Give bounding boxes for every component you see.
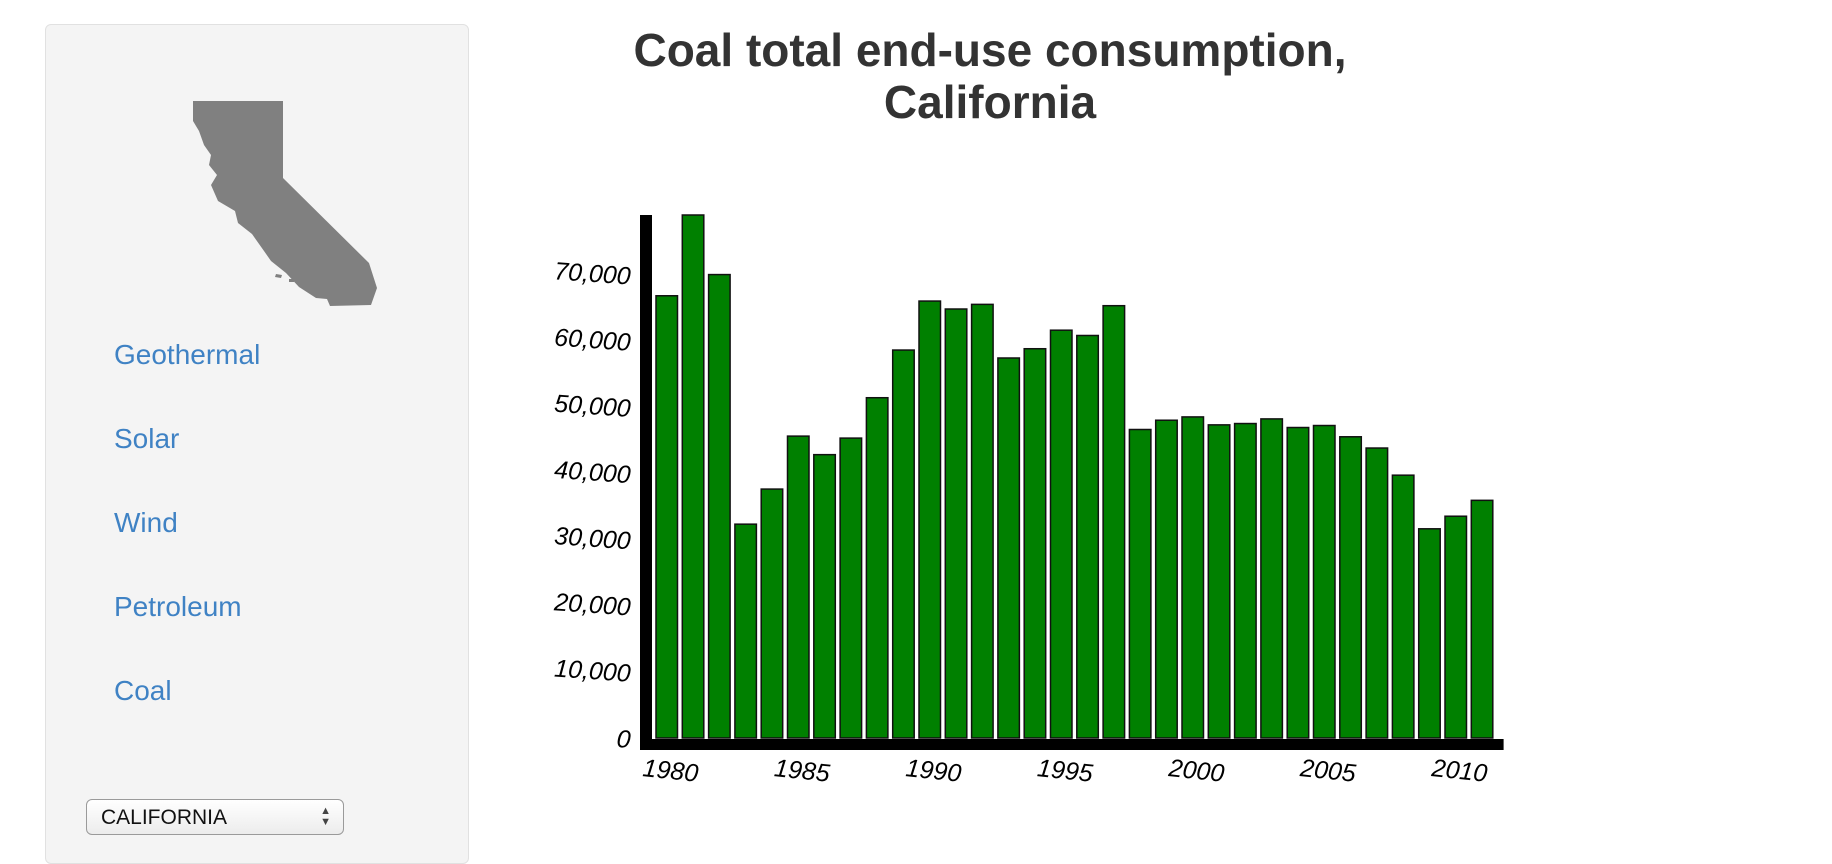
bar-1989 [891,349,915,739]
bar-2007 [1365,447,1389,739]
chart-title: Coal total end-use consumption, Californ… [560,24,1420,128]
bar-1993 [997,357,1021,739]
x-tick-label: 1985 [773,754,831,788]
nav-geothermal-link[interactable]: Geothermal [114,339,261,370]
bar-1987 [839,437,863,739]
california-map [193,101,377,306]
bar-1981 [681,214,705,739]
bar-2002 [1233,422,1257,739]
x-tick-label: 1980 [641,754,699,788]
select-arrows-icon: ▲ ▼ [320,805,331,828]
y-axis-line [640,215,652,750]
bar-2000 [1181,416,1205,739]
y-tick-label: 0 [616,725,632,754]
x-tick-label: 1995 [1036,754,1094,788]
bar-2009 [1417,528,1441,739]
y-tick-label: 70,000 [553,257,631,290]
x-tick-label: 2010 [1429,754,1488,788]
bar-2004 [1286,426,1310,739]
state-select[interactable]: CALIFORNIA ▲ ▼ [86,799,344,835]
california-islands [275,274,304,287]
bar-2011 [1470,499,1494,739]
bar-2006 [1339,436,1363,739]
bar-1984 [760,488,784,739]
bar-1991 [944,308,968,739]
bar-1994 [1023,347,1047,739]
bar-2001 [1207,424,1231,739]
bar-1997 [1102,304,1126,739]
y-tick-label: 10,000 [553,655,631,688]
bar-chart: 0 10,000 20,000 30,000 40,000 50,000 60,000 70,… [552,214,1504,788]
bar-2008 [1391,474,1415,739]
bar-1992 [970,303,994,739]
y-tick-label: 60,000 [553,324,631,357]
chart-title-line1: Coal total end-use consumption, [633,24,1347,76]
nav-solar-link[interactable]: Solar [114,423,180,454]
bar-1982 [707,273,731,739]
bar-1990 [918,300,942,739]
bar-1998 [1128,428,1152,739]
sidebar: Geothermal Solar Wind Petroleum Coal CAL… [45,24,469,864]
bar-1980 [655,295,679,739]
bar-1983 [734,523,758,739]
y-tick-label: 20,000 [552,588,631,621]
nav-petroleum-link[interactable]: Petroleum [114,591,242,622]
state-select-value: CALIFORNIA [101,806,228,829]
bar-1999 [1154,419,1178,739]
nav-wind-link[interactable]: Wind [114,507,178,538]
y-tick-label: 40,000 [553,456,631,489]
x-tick-label: 2000 [1166,754,1225,788]
y-tick-label: 30,000 [553,522,631,555]
bar-1988 [865,396,889,739]
bar-2003 [1260,418,1284,739]
bar-1985 [786,435,810,739]
chart-title-line2: California [883,76,1097,128]
bar-1996 [1076,334,1100,739]
x-axis-line [640,739,1504,750]
x-tick-label: 1990 [904,754,962,788]
bar-1995 [1049,329,1073,739]
bar-2010 [1444,515,1468,739]
y-tick-label: 50,000 [553,390,631,423]
california-shape [193,101,377,306]
bar-1986 [813,453,837,739]
bar-2005 [1312,424,1336,739]
nav-coal-link[interactable]: Coal [114,675,172,706]
x-tick-label: 2005 [1298,754,1357,788]
